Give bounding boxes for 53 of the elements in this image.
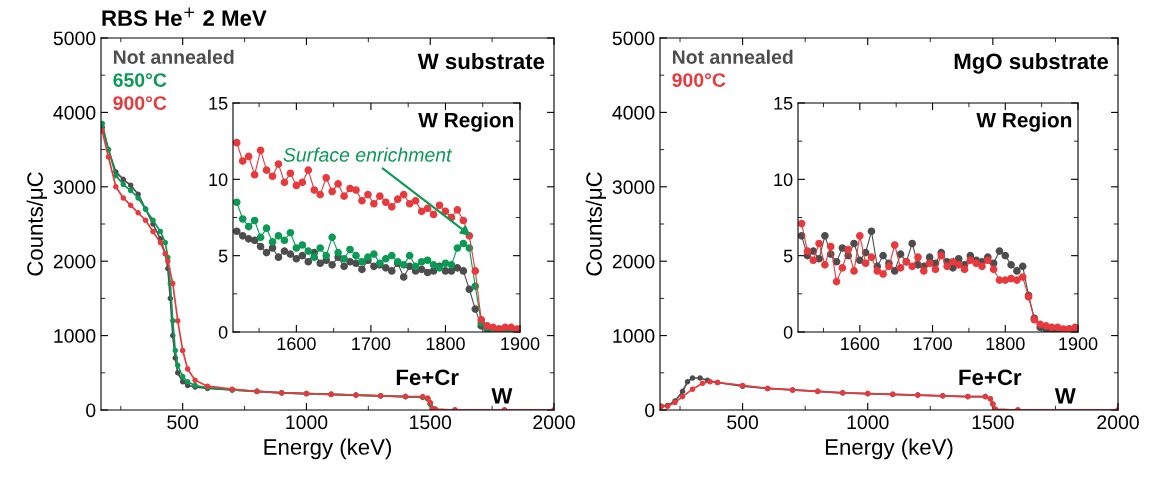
y-tick-label: 3000 xyxy=(612,180,655,195)
annotation: W xyxy=(491,388,513,404)
y-tick-label: 5 xyxy=(218,249,228,263)
y-tick-label: 15 xyxy=(774,97,793,110)
annotation: W xyxy=(1054,388,1076,404)
text: RBS He$^{+}$ 2 MeV xyxy=(102,7,267,26)
x-axis-title: Energy (keV) xyxy=(825,438,953,460)
x-tick-label: 1600 xyxy=(277,337,316,351)
chart-title: W Region xyxy=(976,112,1072,132)
x-tick-label: 1500 xyxy=(972,415,1014,430)
text: Not annealed xyxy=(113,49,234,64)
x-axis-title: Energy (keV) xyxy=(264,438,391,460)
y-tick-label: 15 xyxy=(209,97,228,110)
chart-title: W Region xyxy=(418,112,513,132)
series-label: 650°C xyxy=(113,73,167,87)
x-tick-label: 1700 xyxy=(913,337,952,351)
x-tick-label: 500 xyxy=(167,415,199,430)
text: W substrate xyxy=(417,52,545,70)
x-tick-label: 1700 xyxy=(352,337,391,351)
x-tick-label: 1600 xyxy=(841,337,880,351)
x-tick-label: 1000 xyxy=(847,415,889,430)
series-label: 900°C xyxy=(113,96,167,110)
x-tick-label: 1500 xyxy=(410,415,452,430)
text: Not annealed xyxy=(672,49,793,64)
x-tick-label: 1000 xyxy=(286,415,328,430)
annotation: Fe+Cr xyxy=(959,369,1022,386)
y-tick-label: 10 xyxy=(774,173,793,187)
text: MgO substrate xyxy=(954,52,1109,74)
y-tick-label: 3000 xyxy=(53,180,96,195)
x-tick-label: 2000 xyxy=(533,415,575,430)
y-tick-label: 4000 xyxy=(612,105,655,120)
y-tick-label: 0 xyxy=(645,403,655,418)
y-tick-label: 0 xyxy=(86,403,96,418)
y-axis-title: Counts/μC xyxy=(26,172,47,276)
y-axis-title: Counts/μC xyxy=(585,172,606,276)
text: 900°C xyxy=(672,73,726,87)
annotation: Surface enrichment xyxy=(283,147,453,162)
y-tick-label: 4000 xyxy=(53,105,96,120)
y-tick-label: 2000 xyxy=(612,254,655,269)
x-tick-label: 1800 xyxy=(986,337,1025,351)
x-tick-label: 1800 xyxy=(426,337,465,351)
y-tick-label: 5 xyxy=(783,249,793,263)
annotation: Fe+Cr xyxy=(396,369,459,386)
y-tick-label: 5000 xyxy=(612,31,655,46)
y-tick-label: 0 xyxy=(783,325,793,339)
y-tick-label: 5000 xyxy=(53,31,96,46)
y-tick-label: 10 xyxy=(209,173,228,187)
x-tick-label: 2000 xyxy=(1097,415,1139,430)
x-tick-label: 1900 xyxy=(1059,337,1098,351)
x-tick-label: 1900 xyxy=(501,337,540,351)
y-tick-label: 0 xyxy=(218,325,228,339)
y-tick-label: 2000 xyxy=(53,254,96,269)
x-tick-label: 500 xyxy=(727,415,759,430)
